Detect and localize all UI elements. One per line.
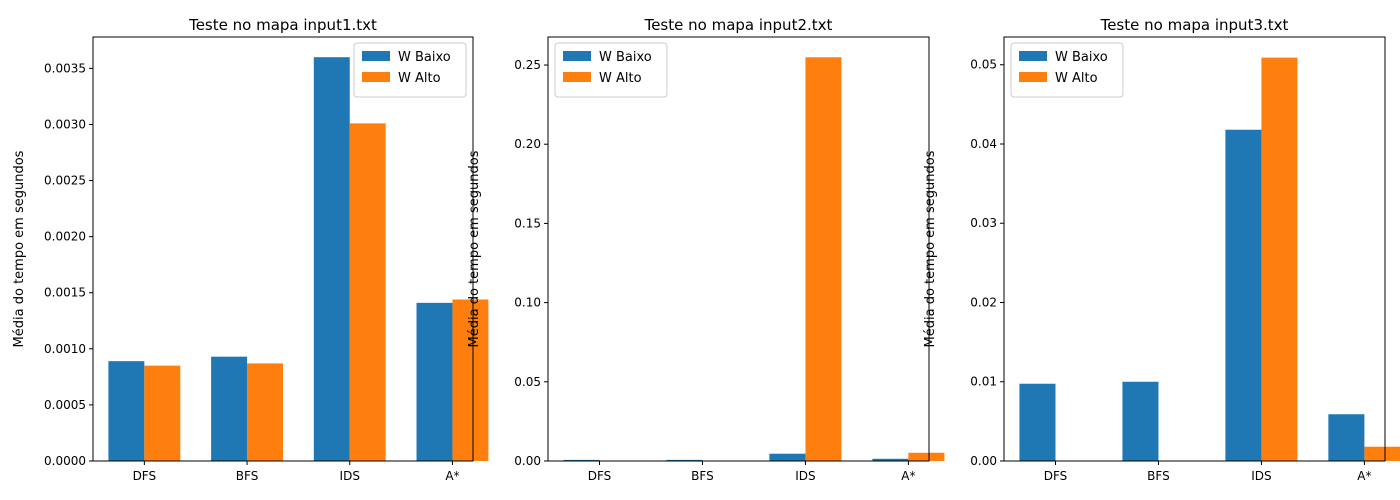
- y-tick-label: 0.0000: [44, 454, 86, 468]
- legend: W Baixo W Alto: [1010, 42, 1124, 98]
- axes-frame: [92, 36, 474, 462]
- legend-swatch: [563, 51, 591, 61]
- y-tick-label: 0.10: [514, 296, 541, 310]
- bar-ids-w-baixo: [769, 453, 806, 461]
- bar-dfs-w-baixo: [108, 361, 145, 461]
- bar-ids-w-baixo: [1225, 129, 1262, 462]
- y-tick-label: 0.15: [514, 216, 541, 230]
- axes-frame: [1003, 36, 1386, 462]
- y-tick-label: 0.00: [970, 454, 997, 468]
- legend-label: W Baixo: [398, 50, 451, 65]
- legend-label: W Alto: [1055, 71, 1098, 86]
- y-tick-label: 0.0030: [44, 117, 86, 131]
- x-tick-label: BFS: [236, 469, 259, 483]
- y-axis-label: Média do tempo em segundos: [12, 150, 27, 347]
- bar-ids-w-alto: [349, 123, 386, 462]
- bar-astar-w-alto: [908, 452, 945, 461]
- bar-ids-w-alto: [1261, 57, 1298, 462]
- bar-bfs-w-baixo: [1122, 381, 1159, 461]
- legend-swatch: [1019, 72, 1047, 82]
- y-tick-label: 0.0015: [44, 286, 86, 300]
- y-tick-label: 0.01: [970, 375, 997, 389]
- x-tick-label: BFS: [691, 469, 714, 483]
- y-tick-label: 0.04: [970, 137, 997, 151]
- chart-title: Teste no mapa input1.txt: [188, 16, 377, 34]
- bar-dfs-w-alto: [144, 365, 181, 461]
- axes-frame: [547, 36, 930, 462]
- bar-bfs-w-baixo: [211, 356, 248, 461]
- y-tick-label: 0.05: [970, 58, 997, 72]
- bar-astar-w-alto: [1364, 446, 1400, 461]
- x-tick-label: IDS: [340, 469, 360, 483]
- chart-panel-1: 0.0000 0.0005 0.0010 0.0015 0.0020 0.0025 0.00…: [12, 16, 489, 483]
- x-tick-label: A*: [445, 469, 459, 483]
- y-axis-label: Média do tempo em segundos: [923, 150, 938, 347]
- bar-bfs-w-baixo: [666, 459, 703, 461]
- legend-swatch: [1019, 51, 1047, 61]
- y-axis-label: Média do tempo em segundos: [467, 150, 482, 347]
- x-tick-label: BFS: [1147, 469, 1170, 483]
- chart-panel-3: 0.00 0.01 0.02 0.03 0.04 0.05 DFS BFS IDS A* Teste…: [923, 16, 1400, 483]
- bar-astar-w-baixo: [1328, 414, 1365, 461]
- bar-astar-w-baixo: [872, 458, 909, 461]
- y-tick-label: 0.0020: [44, 230, 86, 244]
- legend-label: W Alto: [599, 71, 642, 86]
- x-tick-label: A*: [901, 469, 915, 483]
- bar-dfs-w-baixo: [1019, 383, 1056, 461]
- x-tick-label: A*: [1357, 469, 1371, 483]
- y-tick-label: 0.05: [514, 375, 541, 389]
- y-tick-label: 0.0025: [44, 174, 86, 188]
- x-tick-label: IDS: [1251, 469, 1271, 483]
- legend-swatch: [563, 72, 591, 82]
- chart-panel-2: 0.00 0.05 0.10 0.15 0.20 0.25 DFS BFS IDS A* Teste…: [467, 16, 945, 483]
- chart-title: Teste no mapa input2.txt: [644, 16, 833, 34]
- y-tick-label: 0.00: [514, 454, 541, 468]
- legend-swatch: [362, 72, 390, 82]
- legend-label: W Alto: [398, 71, 441, 86]
- y-tick-label: 0.0035: [44, 61, 86, 75]
- bar-dfs-w-baixo: [563, 459, 600, 461]
- x-tick-label: DFS: [1044, 469, 1068, 483]
- y-tick-label: 0.20: [514, 137, 541, 151]
- bar-astar-w-alto: [452, 299, 489, 461]
- y-tick-label: 0.03: [970, 216, 997, 230]
- x-tick-label: DFS: [133, 469, 157, 483]
- y-tick-label: 0.25: [514, 58, 541, 72]
- bar-ids-w-alto: [805, 57, 842, 462]
- y-tick-label: 0.0010: [44, 342, 86, 356]
- legend-swatch: [362, 51, 390, 61]
- y-tick-label: 0.02: [970, 295, 997, 309]
- bar-astar-w-baixo: [416, 302, 453, 461]
- legend: W Baixo W Alto: [554, 42, 668, 98]
- chart-title: Teste no mapa input3.txt: [1100, 16, 1289, 34]
- legend: W Baixo W Alto: [353, 42, 467, 98]
- bar-ids-w-baixo: [313, 57, 350, 461]
- legend-label: W Baixo: [1055, 50, 1108, 65]
- x-tick-label: DFS: [588, 469, 612, 483]
- x-tick-label: IDS: [795, 469, 815, 483]
- legend-label: W Baixo: [599, 50, 652, 65]
- y-tick-label: 0.0005: [44, 398, 86, 412]
- bar-bfs-w-alto: [247, 363, 283, 461]
